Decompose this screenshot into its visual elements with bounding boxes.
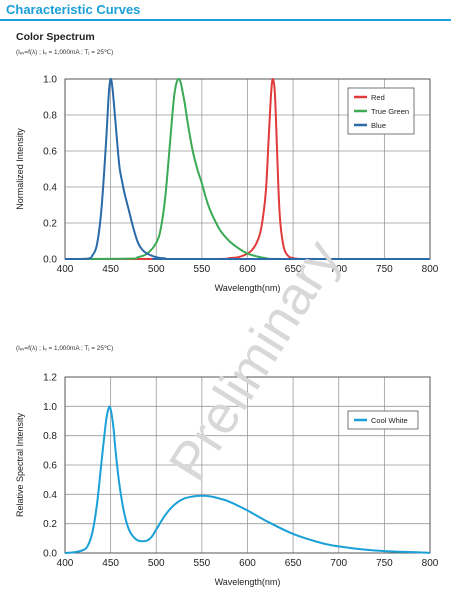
chart-1-condition-text: (Iₑᵥ=f(λ) ; Iₑ = 1,000mA ; Tⱼ = 25℃) [16,49,114,56]
y-tick-label: 0.8 [43,431,57,442]
series-line-true-green [64,77,431,261]
series-line-red [64,78,430,261]
title-underline [0,19,451,21]
x-tick-label: 550 [194,558,211,569]
legend-label-cool-white: Cool White [371,416,408,425]
color-spectrum-chart: 400 450 500 550 600 650 700 750 800 0.0 0.2 0.4 0.6 0… [15,75,439,294]
section-title: Color Spectrum [16,31,95,43]
y-axis-label: Normalized Intensity [15,128,25,210]
chart-2-condition-text: (Iₑᵥ=f(λ) ; Iₑ = 1,000mA ; Tⱼ = 25℃) [16,345,114,352]
x-tick-label: 800 [422,558,439,569]
plot-frame [64,376,431,554]
x-axis-label: Wavelength(nm) [215,577,281,587]
y-tick-label: 1.0 [43,75,57,86]
x-tick-label: 650 [285,264,302,275]
page-title: Characteristic Curves [6,2,141,17]
x-tick-label: 700 [330,264,347,275]
x-tick-label: 750 [376,264,393,275]
y-tick-label: 0.6 [43,147,57,158]
x-tick-label: 600 [239,558,256,569]
y-tick-label: 0.4 [43,183,57,194]
x-tick-label: 700 [330,558,347,569]
x-tick-label: 600 [239,264,256,275]
legend-label-true-green: True Green [371,107,409,116]
x-tick-label: 400 [57,558,74,569]
y-tick-label: 0.0 [43,549,57,560]
y-tick-label: 1.2 [43,373,57,384]
x-tick-label: 500 [148,264,165,275]
legend-label-blue: Blue [371,121,386,130]
y-tick-label: 0.8 [43,111,57,122]
legend-label-red: Red [371,93,385,102]
legend-box [347,410,419,430]
x-tick-label: 650 [285,558,302,569]
cool-white-spectrum-chart: 400 450 500 550 600 650 700 750 800 0.0 0.2 0.4 0.6 0… [15,373,439,588]
x-tick-label: 450 [102,264,119,275]
y-tick-label: 0.2 [43,519,57,530]
x-axis-label: Wavelength(nm) [215,283,281,293]
x-tick-label: 800 [422,264,439,275]
y-tick-label: 0.0 [43,255,57,266]
x-tick-label: 450 [102,558,119,569]
series-line-cool-white [64,405,431,554]
y-tick-label: 0.2 [43,219,57,230]
x-tick-label: 550 [194,264,211,275]
y-axis-label: Relative Spectral Intensity [15,412,25,517]
y-tick-label: 0.6 [43,461,57,472]
x-tick-label: 400 [57,264,74,275]
x-tick-label: 750 [376,558,393,569]
y-tick-label: 0.4 [43,490,57,501]
y-tick-label: 1.0 [43,402,57,413]
series-line-blue [64,77,431,261]
x-tick-label: 500 [148,558,165,569]
